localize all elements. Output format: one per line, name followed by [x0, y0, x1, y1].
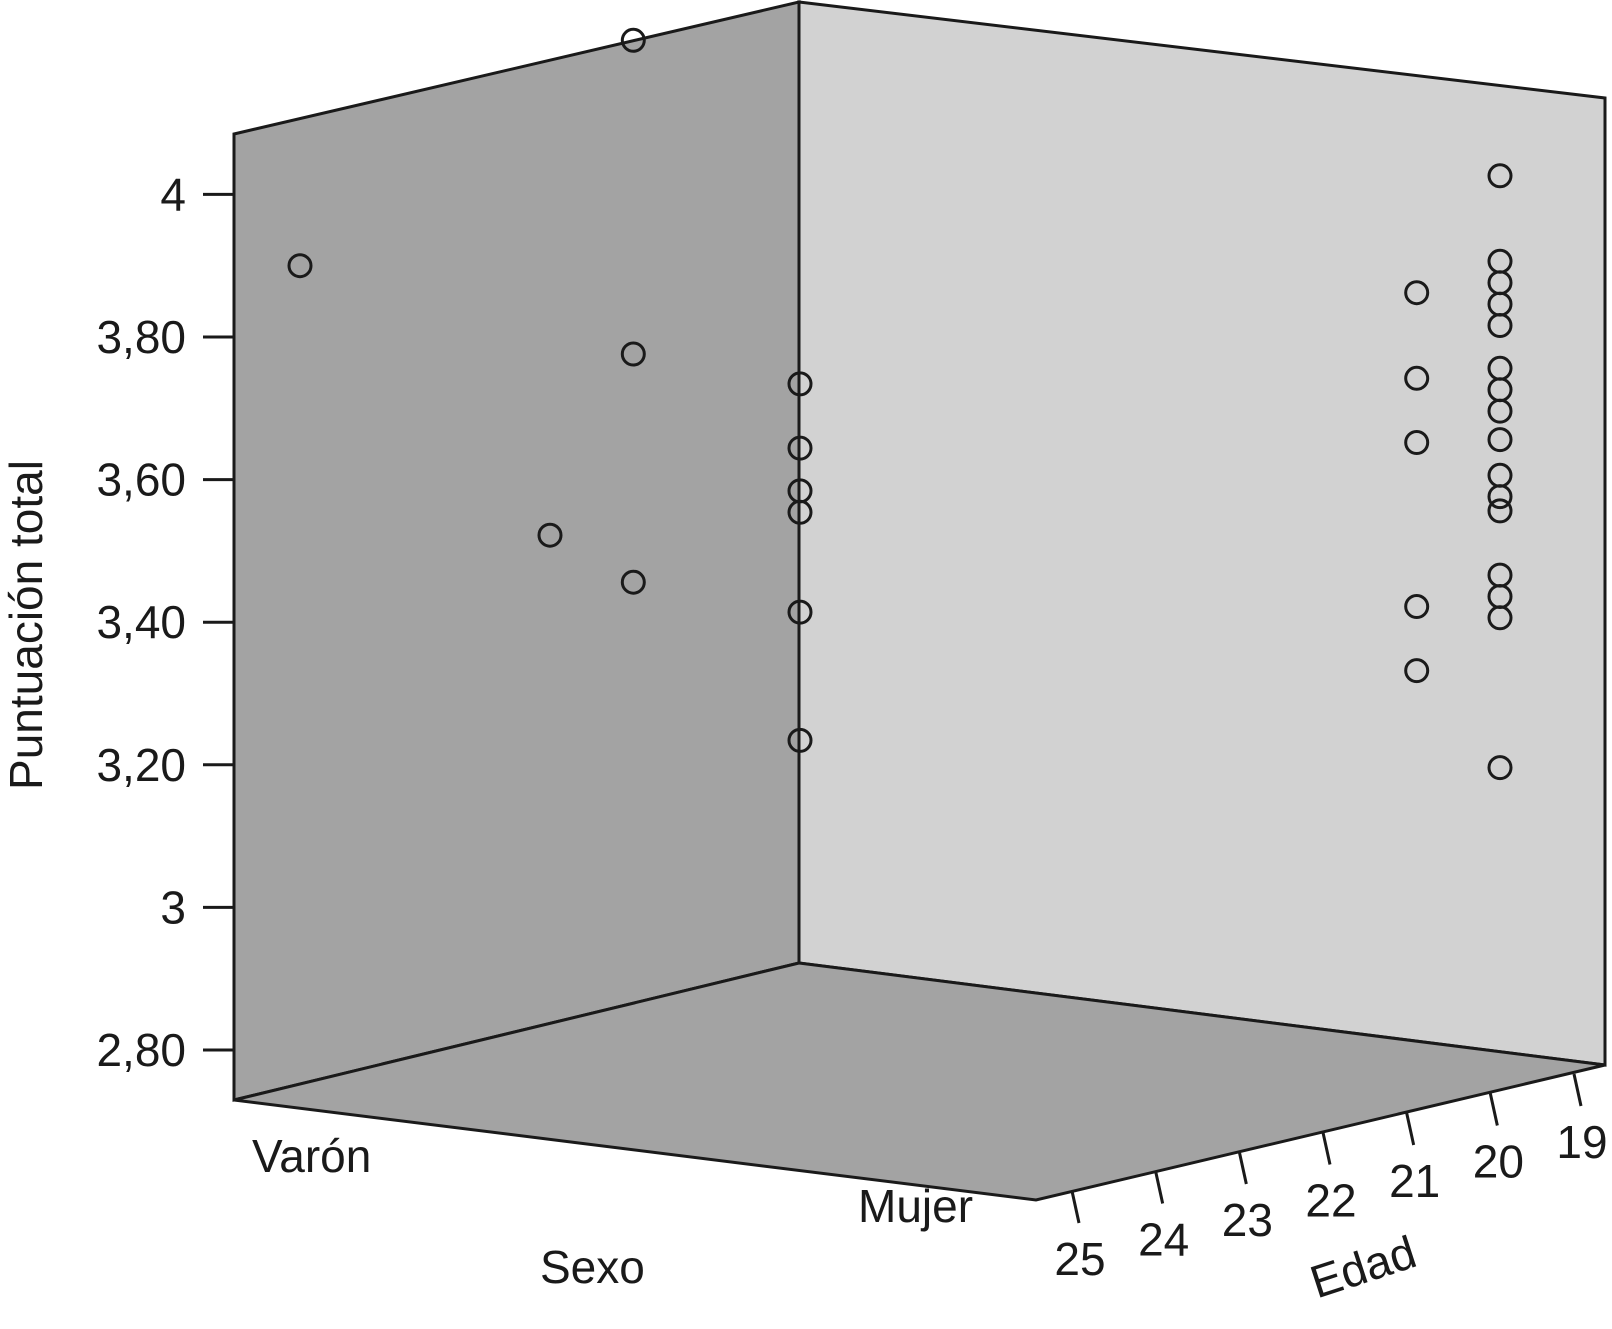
data-point [787, 499, 813, 525]
data-point [1404, 365, 1430, 391]
left-wall [232, 0, 801, 1102]
edad-tick [1321, 1132, 1332, 1165]
edad-tick [1572, 1073, 1583, 1107]
data-point [1404, 430, 1430, 455]
data-point [620, 569, 646, 595]
data-point [787, 599, 813, 625]
data-point [537, 522, 563, 548]
edad-tick [1070, 1190, 1081, 1224]
data-point [1404, 658, 1430, 684]
edad-axis: 25 24 23 22 21 20 19 [1054, 1073, 1608, 1285]
data-point [1487, 398, 1513, 424]
y-tick-label: 2,80 [96, 1024, 186, 1076]
edad-tick-label: 20 [1473, 1136, 1524, 1188]
data-point [620, 341, 646, 367]
data-point [1404, 280, 1430, 306]
edad-tick-label: 24 [1138, 1214, 1189, 1266]
edad-tick [1488, 1093, 1499, 1126]
y-tick-label: 3,60 [96, 454, 186, 506]
data-point [1487, 605, 1513, 631]
edad-tick-label: 21 [1389, 1155, 1440, 1207]
edad-tick [1237, 1151, 1248, 1185]
edad-tick [1405, 1112, 1416, 1146]
edad-tick-label: 23 [1222, 1194, 1273, 1246]
data-point [620, 27, 646, 53]
edad-tick [1154, 1171, 1165, 1204]
data-point [1487, 313, 1513, 338]
edad-tick-label: 25 [1054, 1233, 1105, 1285]
data-point [287, 253, 313, 279]
edad-axis-title: Edad [1304, 1225, 1422, 1308]
data-point [787, 727, 813, 753]
y-tick-label: 3,40 [96, 596, 186, 648]
data-point [1487, 484, 1513, 510]
data-point [1404, 594, 1430, 619]
floor-plane [233, 961, 1606, 1202]
data-point [787, 371, 813, 397]
data-points [287, 27, 1513, 781]
y-tick-label: 4 [160, 168, 186, 220]
sexo-axis-title: Sexo [540, 1241, 645, 1293]
data-point [787, 435, 813, 461]
sexo-label-mujer: Mujer [858, 1180, 973, 1232]
y-tick-label: 3,80 [96, 311, 186, 363]
edad-tick-label: 19 [1556, 1116, 1607, 1168]
y-axis: 2,80 3 3,20 3,40 3,60 3,80 4 [96, 168, 234, 1076]
data-point [1487, 163, 1513, 189]
y-tick-label: 3 [160, 881, 186, 933]
data-point [1487, 427, 1513, 453]
back-wall [797, 0, 1607, 1067]
edad-tick-label: 22 [1305, 1175, 1356, 1227]
data-point [1487, 498, 1513, 524]
sexo-label-varon: Varón [252, 1130, 371, 1182]
y-tick-label: 3,20 [96, 739, 186, 791]
y-axis-title: Puntuación total [0, 460, 52, 790]
data-point [1487, 755, 1513, 781]
